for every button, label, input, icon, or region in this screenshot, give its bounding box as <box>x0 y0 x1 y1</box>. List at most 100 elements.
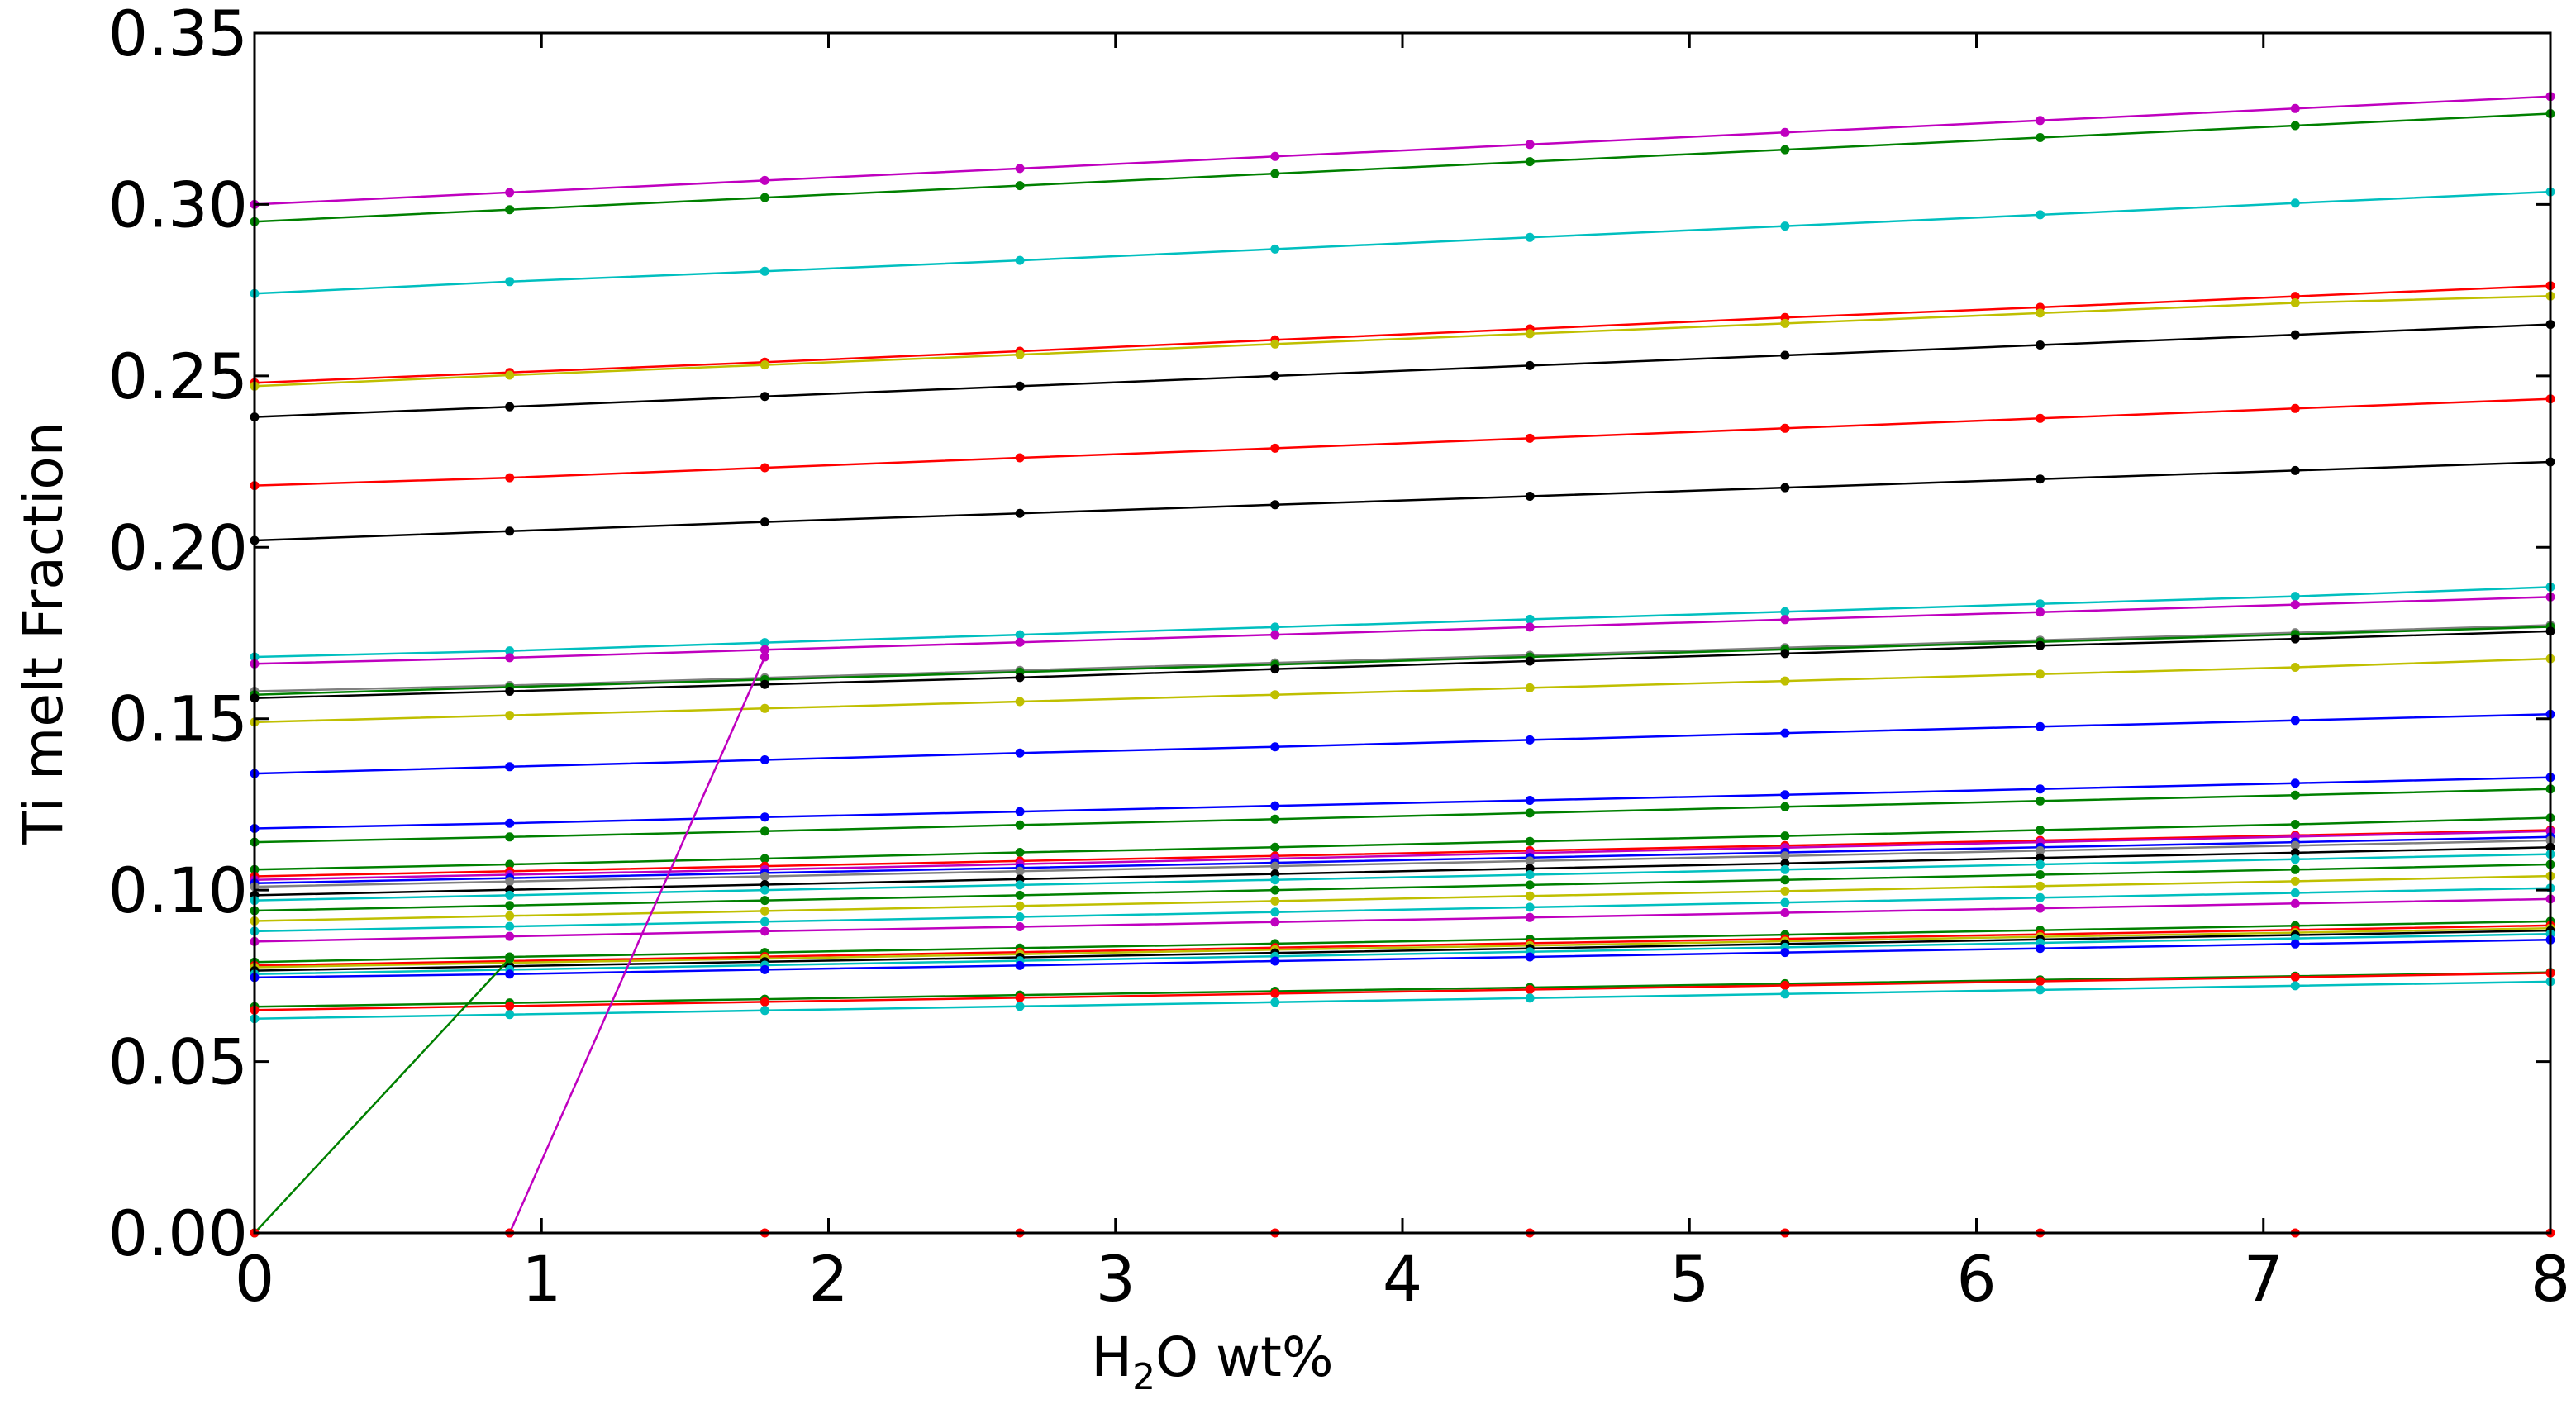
data-point <box>505 911 515 921</box>
series-14 <box>250 709 2555 778</box>
data-point <box>2036 210 2045 220</box>
series-line <box>254 624 2551 692</box>
x-axis-title: H2O wt% <box>1091 1325 1333 1398</box>
x-tick-label: 3 <box>1096 1242 1136 1316</box>
data-point <box>2290 840 2300 850</box>
series-line <box>254 853 2551 902</box>
data-point <box>1525 492 1535 501</box>
data-point <box>2036 669 2045 679</box>
data-point <box>1780 886 1790 896</box>
series-7 <box>250 457 2555 545</box>
data-point <box>1525 360 1535 370</box>
series-line <box>254 596 2551 665</box>
data-point <box>505 653 515 663</box>
data-point <box>505 402 515 412</box>
series-line <box>254 788 2551 844</box>
data-point <box>1015 508 1025 518</box>
data-point <box>1525 836 1535 846</box>
data-point <box>2290 292 2300 302</box>
data-point <box>2290 854 2300 864</box>
data-point <box>2290 864 2300 874</box>
data-point <box>1270 988 1280 998</box>
data-point <box>1525 856 1535 866</box>
data-point <box>1270 917 1280 927</box>
series-8 <box>250 582 2555 662</box>
data-point <box>1270 842 1280 852</box>
data-point <box>2290 848 2300 858</box>
data-point <box>1270 371 1280 381</box>
data-point <box>759 645 769 654</box>
series-4 <box>250 291 2555 391</box>
data-point <box>1270 997 1280 1007</box>
data-point <box>2036 640 2045 650</box>
data-point <box>1270 885 1280 895</box>
data-point <box>1780 649 1790 659</box>
data-point <box>1015 866 1025 876</box>
data-point <box>1525 985 1535 994</box>
series-line <box>254 924 2551 967</box>
data-point <box>1270 801 1280 811</box>
data-point <box>2036 607 2045 617</box>
data-point <box>1780 981 1790 990</box>
x-tick-label: 4 <box>1383 1242 1422 1316</box>
data-point <box>1525 902 1535 912</box>
data-point <box>1015 181 1025 191</box>
y-tick-label: 0.00 <box>108 1197 248 1270</box>
series-16 <box>250 784 2555 847</box>
data-point <box>505 877 515 887</box>
data-point <box>1270 814 1280 824</box>
data-point <box>2036 474 2045 484</box>
series-1 <box>250 109 2555 226</box>
data-point <box>1525 683 1535 692</box>
data-point <box>759 392 769 402</box>
data-point <box>505 762 515 772</box>
data-point <box>2290 600 2300 610</box>
data-point <box>1525 870 1535 879</box>
data-point <box>759 755 769 764</box>
data-point <box>759 872 769 881</box>
data-point <box>2036 859 2045 869</box>
series-35 <box>250 969 2555 1015</box>
data-point <box>1015 381 1025 391</box>
data-point <box>1780 802 1790 811</box>
data-point <box>1525 614 1535 624</box>
data-point <box>1525 912 1535 922</box>
x-tick-label: 8 <box>2531 1242 2570 1316</box>
data-point <box>2290 592 2300 602</box>
y-tick-label: 0.35 <box>108 0 248 70</box>
data-point <box>505 526 515 536</box>
data-point <box>505 890 515 900</box>
data-point <box>1015 255 1025 265</box>
data-point <box>1525 796 1535 805</box>
data-point <box>1780 908 1790 917</box>
series-line <box>254 846 2551 897</box>
data-point <box>2290 298 2300 307</box>
data-point <box>505 188 515 198</box>
series-line <box>254 397 2551 487</box>
data-point <box>1525 157 1535 167</box>
data-point <box>1015 890 1025 900</box>
series-line <box>254 920 2551 964</box>
data-point <box>1780 728 1790 738</box>
series-6 <box>250 394 2555 491</box>
series-line <box>254 926 2551 969</box>
data-point <box>2036 784 2045 794</box>
data-point <box>1780 145 1790 155</box>
data-point <box>505 687 515 696</box>
data-point <box>1015 807 1025 816</box>
data-point <box>1270 622 1280 632</box>
data-point <box>759 266 769 276</box>
data-point <box>2036 853 2045 863</box>
data-point <box>759 812 769 822</box>
data-point <box>1780 221 1790 231</box>
data-point <box>1780 864 1790 874</box>
data-point <box>1525 993 1535 1003</box>
data-point <box>1525 735 1535 745</box>
series-line <box>254 863 2551 912</box>
series-line <box>254 887 2551 933</box>
data-point <box>1780 127 1790 137</box>
data-point <box>2036 599 2045 609</box>
data-point <box>2290 663 2300 672</box>
data-point <box>1780 483 1790 493</box>
data-point <box>1525 329 1535 339</box>
